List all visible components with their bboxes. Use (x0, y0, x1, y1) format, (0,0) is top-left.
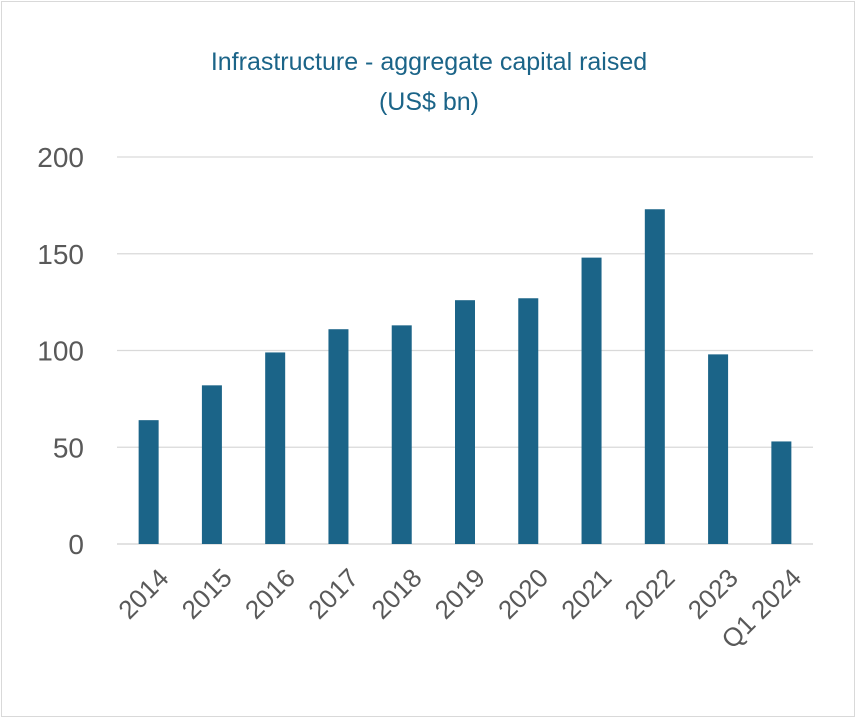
x-tick-label: 2022 (619, 563, 681, 625)
y-tick-label: 200 (37, 142, 84, 173)
bar-2017 (328, 329, 349, 544)
bar-2023 (708, 354, 729, 544)
y-axis-ticks: 0 50 100 150 200 (37, 142, 84, 560)
bar-2019 (455, 300, 475, 544)
bar-2018 (391, 325, 412, 544)
x-tick-label: 2017 (302, 563, 364, 625)
x-tick-label: 2021 (555, 563, 617, 625)
bar-2015 (201, 385, 222, 544)
x-tick-label: 2020 (492, 563, 554, 625)
bars (138, 209, 792, 544)
y-tick-label: 100 (37, 336, 84, 367)
bar-2021 (581, 257, 602, 544)
x-axis-ticks: 2014 2015 2016 2017 2018 2019 2020 2021 2022 2023… (112, 563, 807, 655)
y-tick-label: 0 (68, 529, 84, 560)
y-tick-label: 50 (53, 432, 84, 463)
y-tick-label: 150 (37, 239, 84, 270)
x-tick-label: 2016 (239, 563, 301, 625)
x-tick-label: 2014 (112, 563, 174, 625)
x-tick-label: 2018 (365, 563, 427, 625)
chart-subtitle: (US$ bn) (378, 88, 480, 116)
bar-2014 (138, 420, 159, 544)
x-tick-label: 2019 (429, 563, 491, 625)
x-tick-label: 2015 (176, 563, 238, 625)
bar-q1-2024 (771, 441, 792, 544)
bar-2016 (265, 352, 286, 544)
chart-title: Infrastructure - aggregate capital raise… (210, 48, 648, 76)
bar-2020 (518, 298, 539, 544)
bar-2022 (644, 209, 665, 544)
